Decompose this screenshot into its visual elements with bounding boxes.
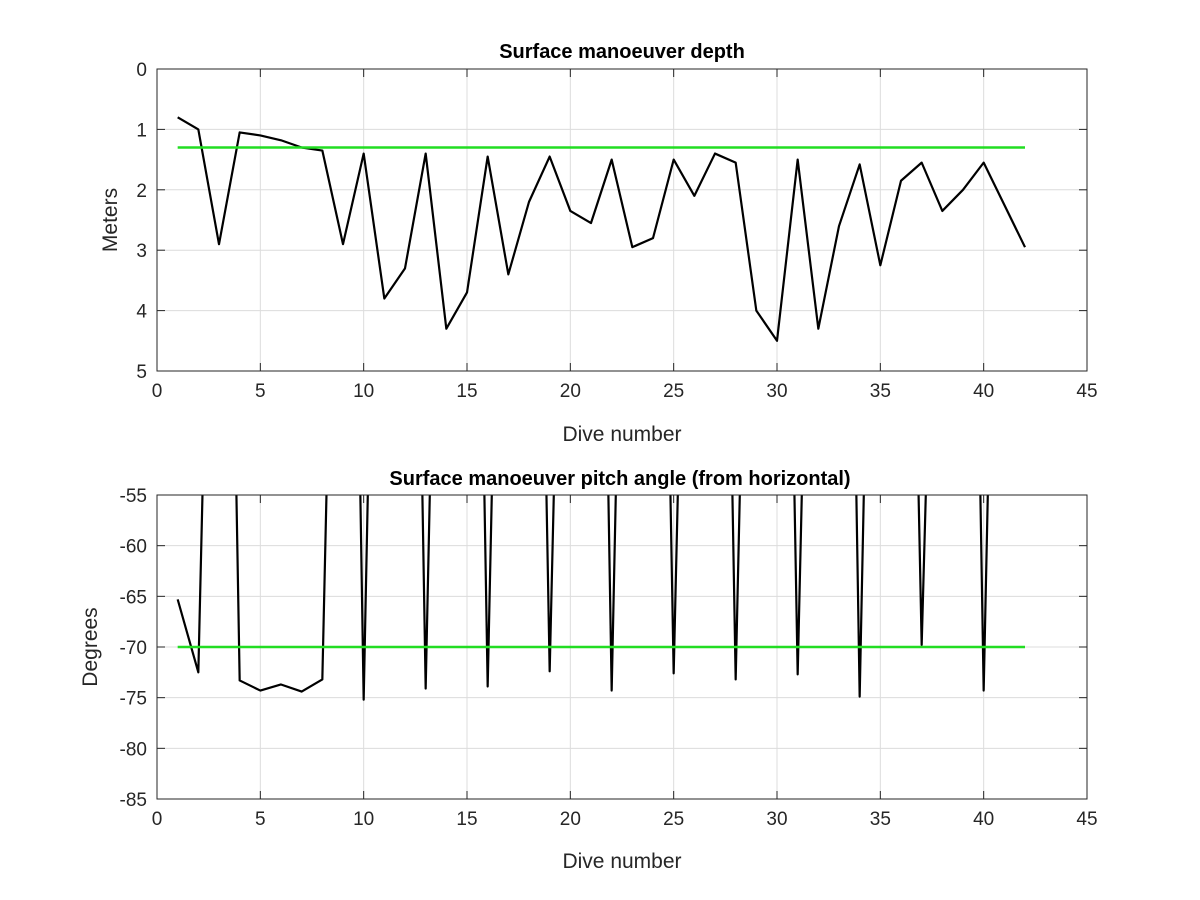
pitch-y-tick-label: -70 <box>120 638 147 659</box>
pitch-x-tick-label: 5 <box>255 809 266 830</box>
pitch-x-tick-label: 30 <box>766 809 787 830</box>
depth-chart-title: Surface manoeuver depth <box>499 41 745 63</box>
pitch-y-tick-label: -80 <box>120 739 147 760</box>
depth-y-tick-label: 0 <box>136 60 147 81</box>
pitch-x-tick-label: 15 <box>456 809 477 830</box>
depth-x-tick-label: 20 <box>560 381 581 402</box>
depth-x-tick-label: 0 <box>152 381 163 402</box>
pitch-y-tick-label: -55 <box>120 486 147 507</box>
depth-x-tick-label: 25 <box>663 381 684 402</box>
pitch-series <box>176 495 1025 701</box>
pitch-ticks: 0 5 10 15 20 25 30 35 40 45 -55 -60 -65 -70 -75 -80 -85 <box>120 486 1098 830</box>
pitch-x-tick-label: 25 <box>663 809 684 830</box>
depth-y-tick-label: 5 <box>136 362 147 383</box>
depth-y-axis-label: Meters <box>99 188 122 252</box>
pitch-x-tick-label: 0 <box>152 809 163 830</box>
pitch-x-tick-label: 40 <box>973 809 994 830</box>
depth-y-tick-label: 3 <box>136 241 147 262</box>
depth-series <box>177 116 1026 342</box>
depth-axes-frame <box>156 68 1088 372</box>
pitch-y-axis-label: Degrees <box>79 607 102 686</box>
pitch-x-axis-label: Dive number <box>562 850 681 873</box>
depth-x-tick-label: 45 <box>1076 381 1097 402</box>
pitch-x-tick-label: 20 <box>560 809 581 830</box>
pitch-data-line <box>176 495 989 701</box>
pitch-x-tick-label: 35 <box>870 809 891 830</box>
depth-x-tick-label: 5 <box>255 381 266 402</box>
depth-x-tick-label: 10 <box>353 381 374 402</box>
depth-y-tick-label: 2 <box>136 181 147 202</box>
depth-data-line <box>177 116 1026 342</box>
depth-x-tick-label: 15 <box>456 381 477 402</box>
depth-y-tick-label: 4 <box>136 302 147 323</box>
pitch-chart-title: Surface manoeuver pitch angle (from hori… <box>389 468 850 490</box>
depth-x-tick-label: 40 <box>973 381 994 402</box>
depth-grid <box>156 68 1088 372</box>
pitch-x-tick-label: 10 <box>353 809 374 830</box>
depth-x-tick-label: 35 <box>870 381 891 402</box>
pitch-y-tick-label: -60 <box>120 537 147 558</box>
pitch-y-tick-label: -75 <box>120 689 147 710</box>
pitch-x-tick-label: 45 <box>1076 809 1097 830</box>
pitch-chart: 0 5 10 15 20 25 30 35 40 45-55-60-65-70-75-80-85 … <box>79 468 1098 873</box>
pitch-y-tick-label: -65 <box>120 587 147 608</box>
pitch-y-tick-label: -85 <box>120 790 147 811</box>
depth-y-tick-label: 1 <box>136 120 147 141</box>
depth-x-tick-label: 30 <box>766 381 787 402</box>
depth-x-axis-label: Dive number <box>562 423 681 446</box>
